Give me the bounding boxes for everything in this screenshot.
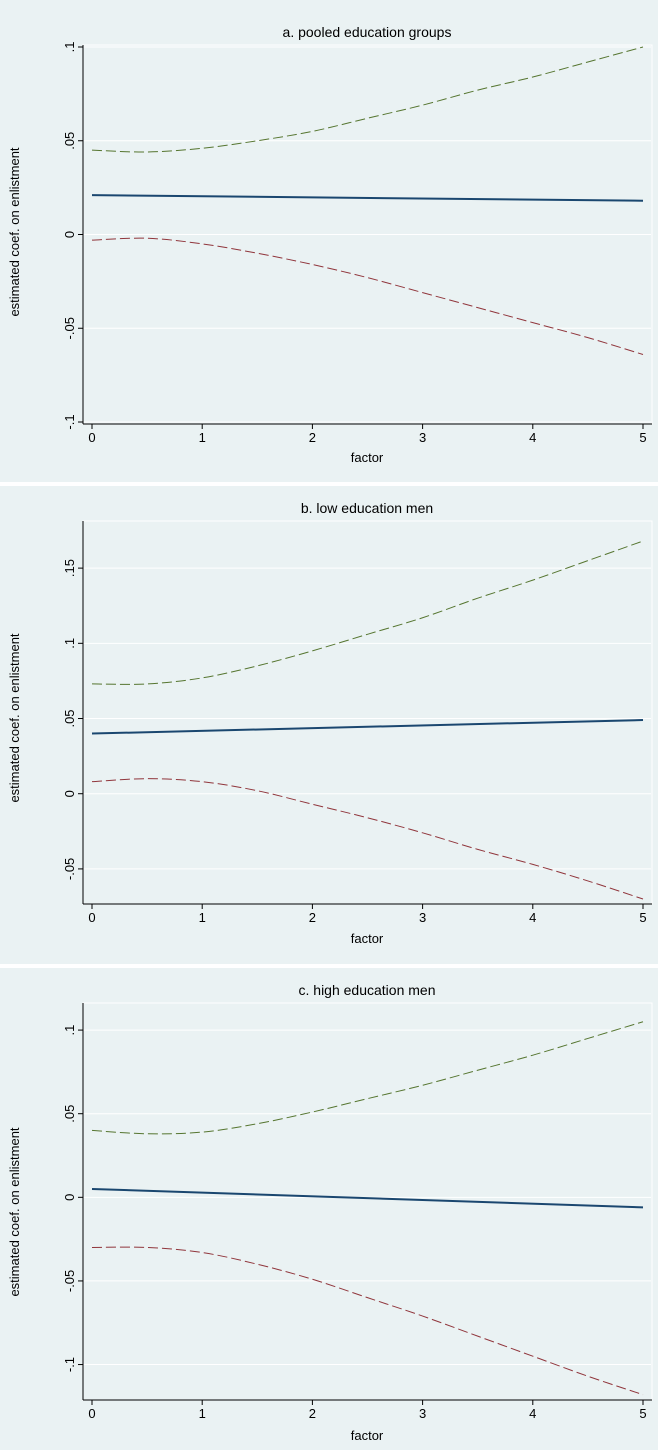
x-tick-label: 4 — [529, 910, 536, 925]
x-tick-label: 4 — [529, 1406, 536, 1421]
upper-series-line — [91, 46, 644, 153]
y-tick-label: -.05 — [62, 858, 77, 880]
upper-series-line — [91, 1021, 644, 1135]
chart-title: a. pooled education groups — [283, 24, 452, 40]
lower-series-line — [91, 1246, 644, 1396]
x-tick-label: 1 — [199, 1406, 206, 1421]
x-tick-label: 3 — [419, 430, 426, 445]
y-tick-label: -.1 — [62, 1357, 77, 1372]
y-axis-label: estimated coef. on enlistment — [7, 1127, 22, 1296]
lower-series-line — [91, 778, 644, 900]
plot-area — [82, 1002, 653, 1401]
y-tick-label: .05 — [62, 132, 77, 150]
x-tick-label: 5 — [639, 430, 646, 445]
x-tick-label: 3 — [419, 1406, 426, 1421]
x-tick-label: 1 — [199, 910, 206, 925]
y-tick-label: -.05 — [62, 1270, 77, 1292]
lower-series-line — [91, 237, 644, 355]
x-tick-label: 2 — [309, 430, 316, 445]
x-tick-label: 0 — [88, 430, 95, 445]
y-tick-label: .05 — [62, 1105, 77, 1123]
y-tick-label: .1 — [62, 638, 77, 649]
x-tick-label: 2 — [309, 1406, 316, 1421]
y-tick-label: .1 — [62, 42, 77, 53]
plot-area — [82, 520, 653, 905]
x-axis-label: factor — [351, 931, 384, 946]
x-tick-label: 5 — [639, 910, 646, 925]
estimate-series-line — [91, 1187, 644, 1209]
x-axis-label: factor — [351, 1428, 384, 1443]
chart-panel-high-education: c. high education men factor estimated c… — [0, 968, 658, 1450]
x-tick-label: 5 — [639, 1406, 646, 1421]
x-tick-label: 1 — [199, 430, 206, 445]
x-tick-label: 0 — [88, 1406, 95, 1421]
estimate-series-line — [91, 194, 644, 202]
x-tick-label: 0 — [88, 910, 95, 925]
y-tick-label: .15 — [62, 559, 77, 577]
chart-svg-high-education: c. high education men factor estimated c… — [7, 982, 653, 1443]
y-axis-label: estimated coef. on enlistment — [7, 147, 22, 316]
y-tick-label: .05 — [62, 709, 77, 727]
y-tick-label: 0 — [62, 231, 77, 238]
chart-title: c. high education men — [299, 982, 436, 998]
chart-title: b. low education men — [301, 500, 433, 516]
y-tick-label: .1 — [62, 1025, 77, 1036]
x-tick-label: 4 — [529, 430, 536, 445]
y-tick-label: 0 — [62, 790, 77, 797]
chart-svg-low-education: b. low education men factor estimated co… — [7, 500, 653, 946]
x-tick-label: 3 — [419, 910, 426, 925]
y-tick-label: -.1 — [62, 414, 77, 429]
chart-panel-pooled: a. pooled education groups factor estima… — [0, 0, 658, 482]
chart-panel-low-education: b. low education men factor estimated co… — [0, 486, 658, 964]
chart-svg-pooled: a. pooled education groups factor estima… — [7, 24, 653, 465]
y-tick-label: 0 — [62, 1194, 77, 1201]
upper-series-line — [91, 540, 644, 685]
y-tick-label: -.05 — [62, 317, 77, 339]
x-tick-label: 2 — [309, 910, 316, 925]
x-axis-label: factor — [351, 450, 384, 465]
estimate-series-line — [91, 719, 644, 735]
y-axis-label: estimated coef. on enlistment — [7, 633, 22, 802]
